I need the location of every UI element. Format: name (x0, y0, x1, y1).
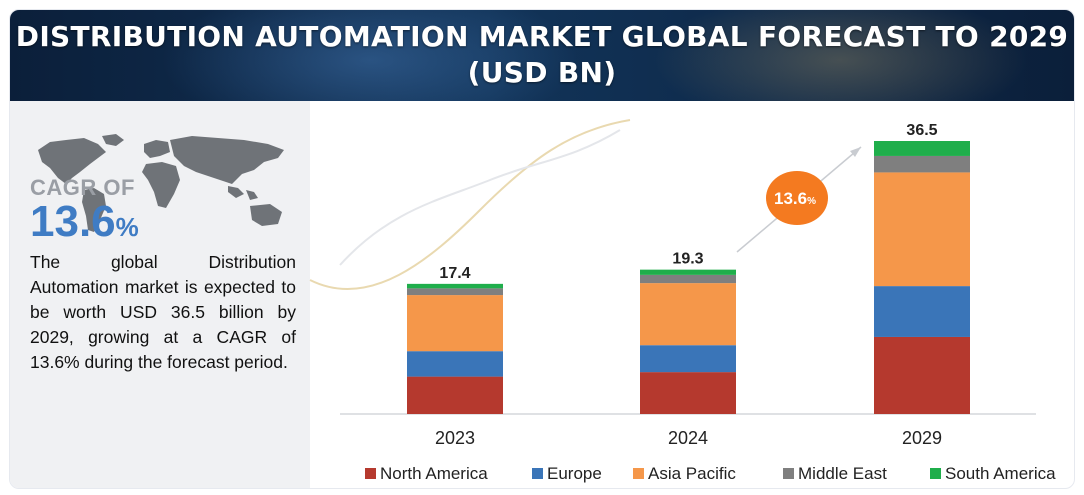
banner-glow-right (650, 10, 1030, 101)
decorative-curve (309, 119, 631, 291)
x-tick-label-2024: 2024 (668, 428, 708, 448)
title-banner: DISTRIBUTION AUTOMATION MARKET GLOBAL FO… (10, 10, 1074, 101)
bar-middle-east-2023 (407, 288, 503, 296)
bar-south-america-2023 (407, 283, 503, 289)
banner-glow-left (160, 10, 580, 101)
bar-asia-pacific-2029 (874, 172, 970, 287)
bar-middle-east-2029 (874, 155, 970, 173)
cagr-number: 13.6 (30, 197, 116, 246)
total-label-2029: 36.5 (906, 122, 937, 139)
chart-title-line2: (USD BN) (467, 56, 617, 89)
bar-asia-pacific-2024 (640, 283, 736, 346)
world-map-icon (38, 134, 284, 232)
legend-label-asia-pacific: Asia Pacific (648, 464, 736, 483)
cagr-bubble (766, 171, 828, 225)
bar-north-america-2029 (874, 336, 970, 414)
legend-swatch-europe (532, 468, 543, 479)
legend-swatch-north-america (365, 468, 376, 479)
total-label-2023: 17.4 (439, 265, 470, 282)
bar-europe-2029 (874, 286, 970, 337)
bar-middle-east-2024 (640, 274, 736, 284)
market-description: The global Distribution Automation marke… (30, 252, 296, 372)
growth-arrow-head (850, 147, 861, 157)
cagr-percent-symbol: % (115, 212, 139, 242)
cagr-bubble-label: 13.6% (774, 189, 816, 208)
x-tick-label-2023: 2023 (435, 428, 475, 448)
legend-swatch-middle-east (783, 468, 794, 479)
bar-north-america-2023 (407, 376, 503, 414)
chart-title-line1: DISTRIBUTION AUTOMATION MARKET GLOBAL FO… (15, 20, 1069, 53)
bar-europe-2024 (640, 345, 736, 373)
bar-north-america-2024 (640, 372, 736, 414)
legend-swatch-asia-pacific (633, 468, 644, 479)
cagr-value: 13.6% (30, 198, 139, 251)
legend-label-europe: Europe (547, 464, 602, 483)
infographic-card: DISTRIBUTION AUTOMATION MARKET GLOBAL FO… (9, 9, 1075, 489)
legend-label-north-america: North America (380, 464, 488, 483)
cagr-bubble-unit: % (807, 196, 816, 207)
x-tick-label-2029: 2029 (902, 428, 942, 448)
legend-label-middle-east: Middle East (798, 464, 887, 483)
cagr-label: CAGR OF (30, 175, 135, 200)
decorative-curve-2 (339, 129, 621, 266)
cagr-bubble-value: 13.6 (774, 189, 807, 208)
bar-europe-2023 (407, 351, 503, 377)
legend-label-south-america: South America (945, 464, 1056, 483)
chart-title: DISTRIBUTION AUTOMATION MARKET GLOBAL FO… (10, 19, 1074, 91)
bar-asia-pacific-2023 (407, 295, 503, 352)
stacked-bar-chart: 17.4 19.3 36.5 2023 2024 2029 13.6% North Am… (309, 119, 1056, 483)
legend-swatch-south-america (930, 468, 941, 479)
bar-south-america-2024 (640, 269, 736, 275)
bar-south-america-2029 (874, 141, 970, 156)
total-label-2024: 19.3 (672, 251, 703, 268)
